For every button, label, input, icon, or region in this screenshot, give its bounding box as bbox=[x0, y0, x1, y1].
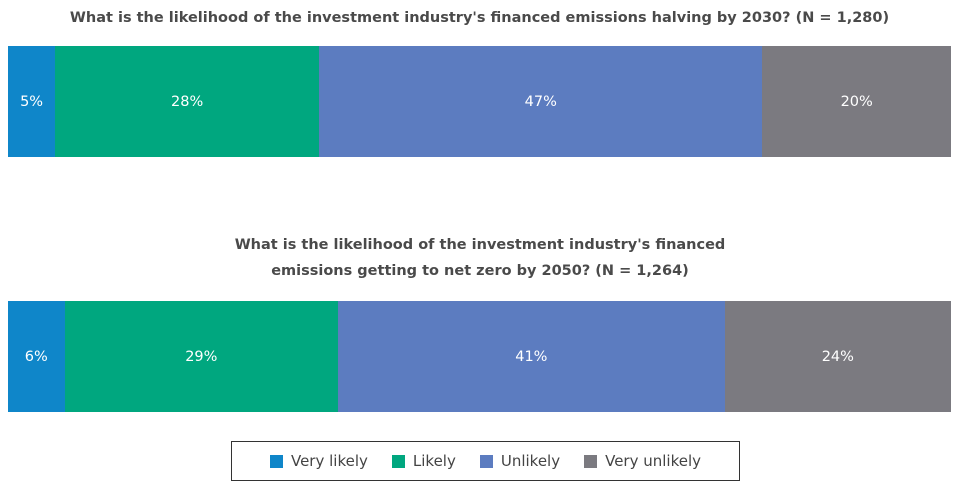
value-label: 20% bbox=[840, 93, 873, 110]
value-label: 47% bbox=[524, 93, 557, 110]
legend-item: Likely bbox=[391, 452, 456, 470]
bar-segment: 47% bbox=[319, 46, 763, 157]
value-label: 6% bbox=[24, 348, 48, 365]
value-label: 28% bbox=[171, 93, 204, 110]
bar-segment: 28% bbox=[55, 46, 320, 157]
value-label: 29% bbox=[185, 348, 218, 365]
legend-label: Likely bbox=[412, 452, 456, 470]
legend-swatch bbox=[391, 454, 405, 468]
legend: Very likely Likely Unlikely Very unlikely bbox=[231, 441, 740, 481]
value-label: 5% bbox=[20, 93, 44, 110]
bar-segment: 24% bbox=[724, 301, 951, 412]
legend-swatch bbox=[584, 454, 598, 468]
legend-label: Very unlikely bbox=[605, 452, 702, 470]
legend-item: Very likely bbox=[269, 452, 368, 470]
legend-swatch bbox=[479, 454, 493, 468]
legend-swatch bbox=[269, 454, 283, 468]
bar-segment: 41% bbox=[338, 301, 725, 412]
legend-label: Unlikely bbox=[500, 452, 561, 470]
legend-item: Very unlikely bbox=[584, 452, 701, 470]
bar-segment: 20% bbox=[762, 46, 951, 157]
chart-title: What is the likelihood of the investment… bbox=[69, 10, 890, 26]
bar-segment: 29% bbox=[64, 301, 339, 412]
value-label: 24% bbox=[821, 348, 854, 365]
legend-label: Very likely bbox=[290, 452, 368, 470]
bar-segment: 6% bbox=[8, 301, 65, 412]
bar-segment: 5% bbox=[8, 46, 56, 157]
legend-item: Unlikely bbox=[479, 452, 561, 470]
chart-title: What is the likelihood of the investment… bbox=[234, 237, 726, 279]
value-label: 41% bbox=[515, 348, 548, 365]
